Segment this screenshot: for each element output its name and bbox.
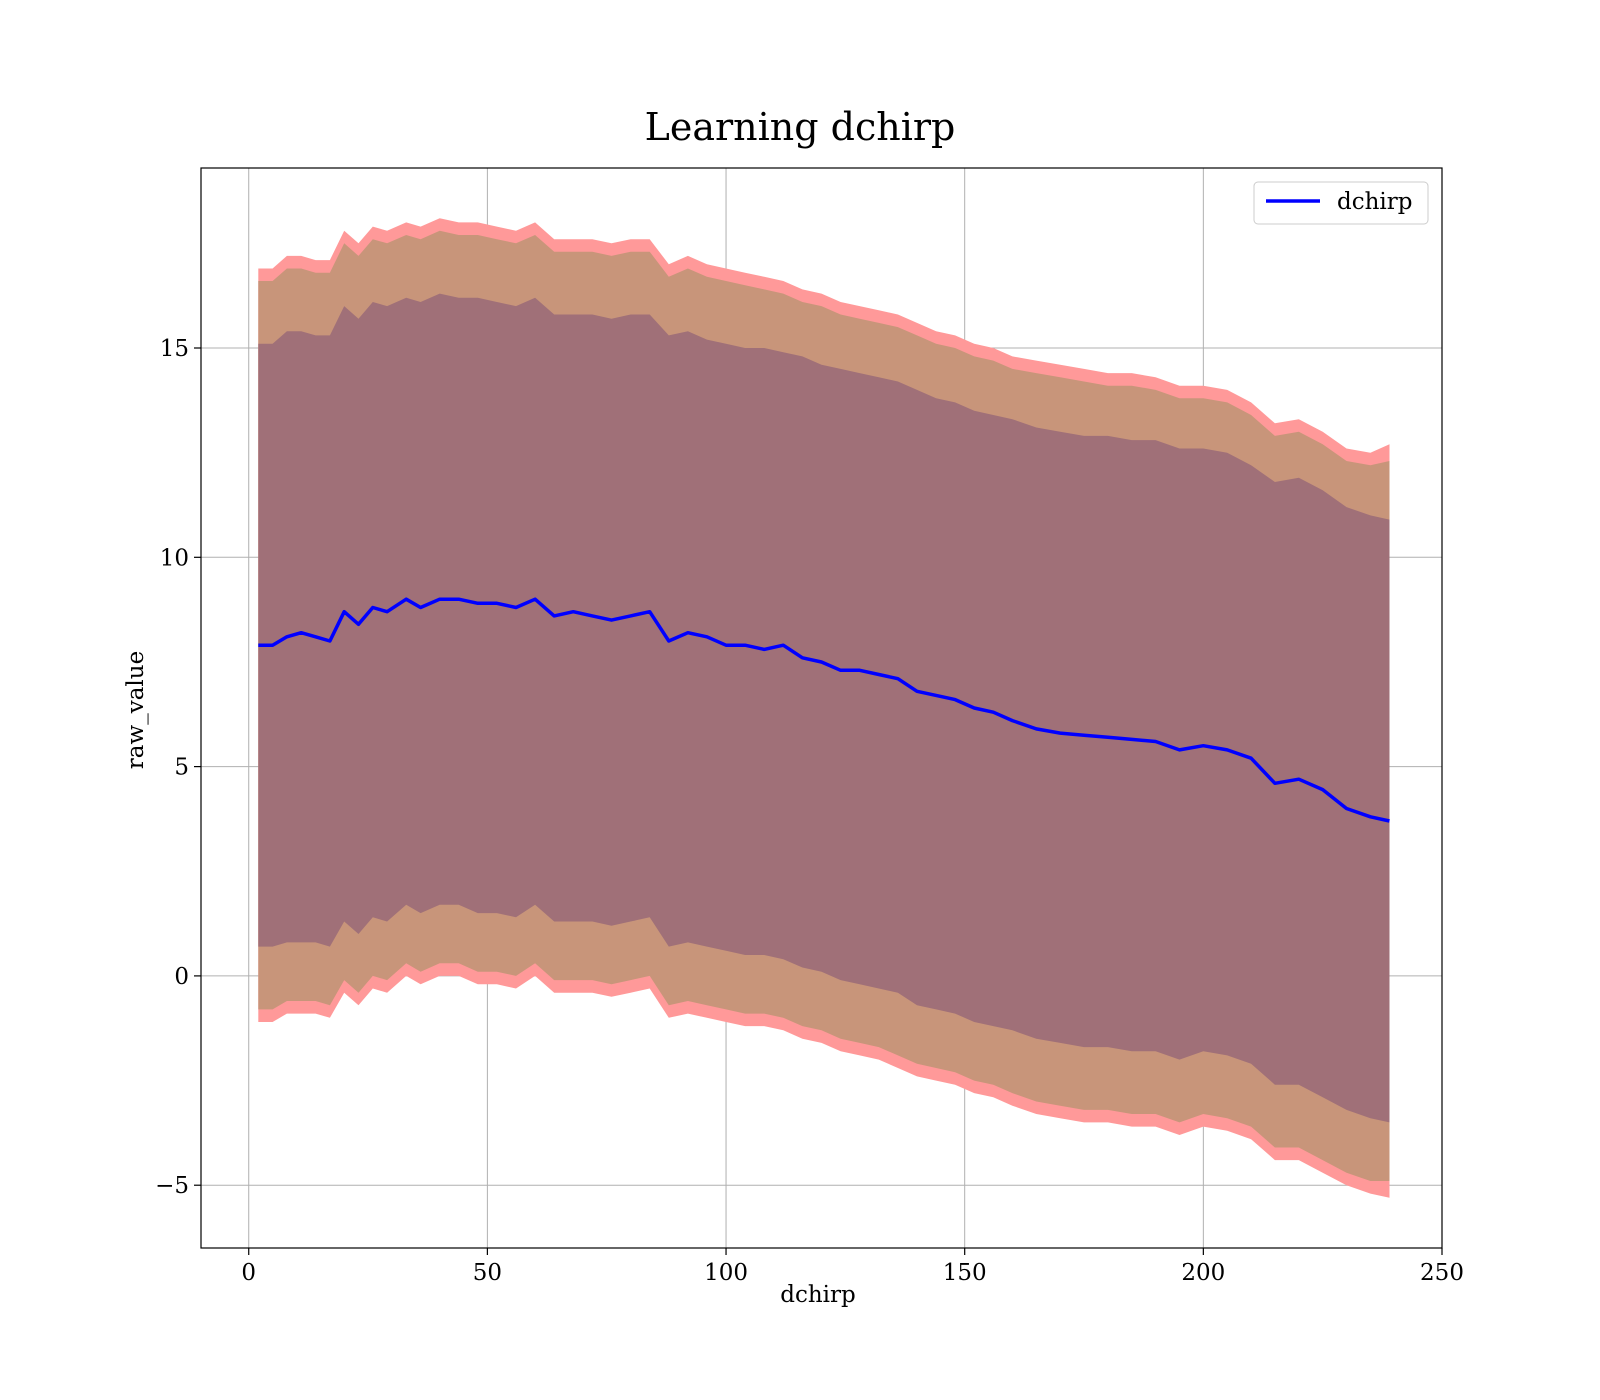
y-tick-label: 5 [174, 755, 189, 781]
legend-label-dchirp: dchirp [1337, 189, 1413, 215]
y-tick-label: 15 [160, 336, 189, 362]
y-tick-label: 0 [174, 964, 189, 990]
x-tick-label: 250 [1420, 1260, 1464, 1286]
x-tick-label: 150 [943, 1260, 987, 1286]
x-axis-ticks: 0 50 100 150 200 250 [241, 1248, 1464, 1286]
y-axis-ticks: −5 0 5 10 15 [155, 336, 201, 1199]
x-tick-label: 100 [704, 1260, 748, 1286]
plot-frame [200, 167, 1443, 1249]
plot-area [200, 167, 1443, 1249]
x-tick-label: 0 [241, 1260, 256, 1286]
legend-box [1253, 181, 1429, 225]
inner-band [258, 293, 1390, 1123]
series-line-dchirp [258, 597, 1390, 823]
y-tick-label: 10 [160, 545, 189, 571]
y-tick-label: −5 [155, 1173, 189, 1199]
y-axis-label: raw_value [123, 651, 149, 769]
x-tick-label: 50 [473, 1260, 502, 1286]
x-axis-label: dchirp [780, 1282, 856, 1308]
chart-title: Learning dchirp [645, 105, 956, 149]
x-tick-label: 200 [1181, 1260, 1225, 1286]
legend: dchirp [1253, 181, 1429, 225]
bands [258, 218, 1390, 1198]
